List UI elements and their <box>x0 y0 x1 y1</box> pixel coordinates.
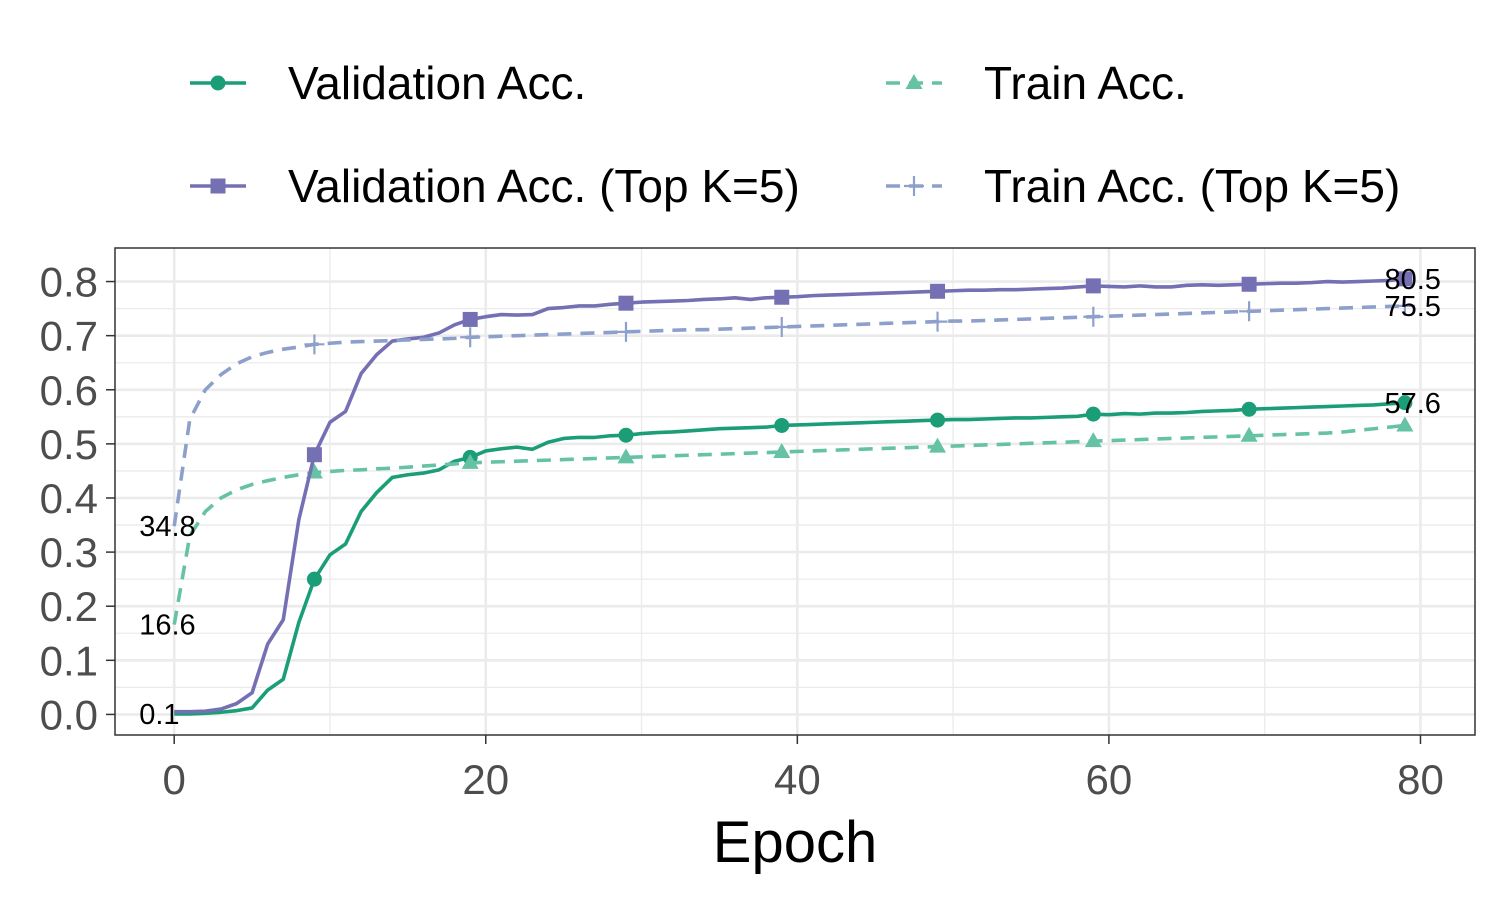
data-point <box>462 311 478 327</box>
series-group <box>172 295 1415 527</box>
data-point <box>927 311 948 332</box>
legend: Validation Acc. Train Acc. Validation Acc.… <box>190 57 1400 212</box>
grid-lines <box>115 248 1475 735</box>
data-label: 0.1 <box>139 699 179 731</box>
plot-border <box>114 247 1476 736</box>
data-point <box>1241 401 1257 417</box>
data-point <box>1083 306 1104 327</box>
x-axis-title: Epoch <box>713 810 877 875</box>
data-point <box>210 178 226 194</box>
data-point <box>306 571 322 587</box>
data-point <box>929 437 947 453</box>
x-tick-label: 20 <box>462 756 509 803</box>
series-line <box>172 423 1406 625</box>
data-point <box>774 289 790 305</box>
y-tick-label: 0.3 <box>40 529 98 576</box>
series-line <box>174 277 1406 714</box>
y-tick-label: 0.7 <box>40 313 98 360</box>
data-point <box>905 74 923 89</box>
data-point <box>1085 278 1101 294</box>
x-tick-label: 60 <box>1086 756 1133 803</box>
data-point <box>930 412 946 428</box>
data-label: 80.5 <box>1384 264 1440 296</box>
data-point <box>1241 276 1257 292</box>
legend-item: Validation Acc. <box>190 57 586 109</box>
data-point <box>210 75 226 91</box>
y-tick-label: 0.2 <box>40 583 98 630</box>
data-label: 16.6 <box>139 610 195 642</box>
legend-label: Validation Acc. <box>288 57 586 109</box>
data-point <box>774 417 790 433</box>
data-point <box>773 442 791 458</box>
legend-label: Train Acc. <box>984 57 1187 109</box>
x-axis: 0 20 40 60 80 <box>163 735 1444 803</box>
data-point <box>930 283 946 299</box>
data-point <box>615 321 636 342</box>
series-group <box>174 271 1413 714</box>
data-label: 75.5 <box>1384 291 1440 323</box>
data-label: 57.6 <box>1384 388 1440 420</box>
x-tick-label: 0 <box>163 756 186 803</box>
y-tick-label: 0.1 <box>40 637 98 684</box>
y-tick-label: 0.6 <box>40 367 98 414</box>
data-point <box>1397 395 1413 411</box>
data-point <box>1394 295 1415 316</box>
y-tick-label: 0.8 <box>40 259 98 306</box>
data-point <box>1396 416 1414 432</box>
legend-label: Train Acc. (Top K=5) <box>984 160 1400 212</box>
data-point <box>304 334 325 355</box>
data-point <box>617 448 635 464</box>
legend-item: Validation Acc. (Top K=5) <box>190 160 800 212</box>
legend-item: Train Acc. (Top K=5) <box>886 160 1400 212</box>
y-tick-label: 0.0 <box>40 691 98 738</box>
x-tick-label: 80 <box>1397 756 1444 803</box>
data-point <box>618 427 634 443</box>
data-point <box>460 327 481 348</box>
plot-panel <box>115 248 1475 735</box>
data-point <box>904 176 924 196</box>
data-point <box>1085 406 1101 422</box>
legend-label: Validation Acc. (Top K=5) <box>288 160 800 212</box>
data-point <box>1084 432 1102 448</box>
data-point <box>1239 301 1260 322</box>
y-tick-label: 0.5 <box>40 421 98 468</box>
y-axis: 0.0 0.1 0.2 0.3 0.4 0.5 0.6 0.7 0.8 <box>40 259 115 738</box>
x-tick-label: 40 <box>774 756 821 803</box>
series-group <box>172 416 1414 625</box>
legend-item: Train Acc. <box>886 57 1187 109</box>
data-point <box>771 317 792 338</box>
data-point <box>618 295 634 311</box>
series-line <box>174 400 1406 716</box>
series-layer <box>172 271 1415 716</box>
y-tick-label: 0.4 <box>40 475 98 522</box>
series-group <box>174 395 1413 716</box>
data-label: 34.8 <box>139 511 195 543</box>
data-point <box>1240 426 1258 442</box>
annotation-layer: 0.1 16.6 34.8 57.6 75.580.5 <box>139 264 1441 731</box>
data-point <box>1397 271 1413 287</box>
data-point <box>461 453 479 469</box>
data-point <box>306 447 322 463</box>
